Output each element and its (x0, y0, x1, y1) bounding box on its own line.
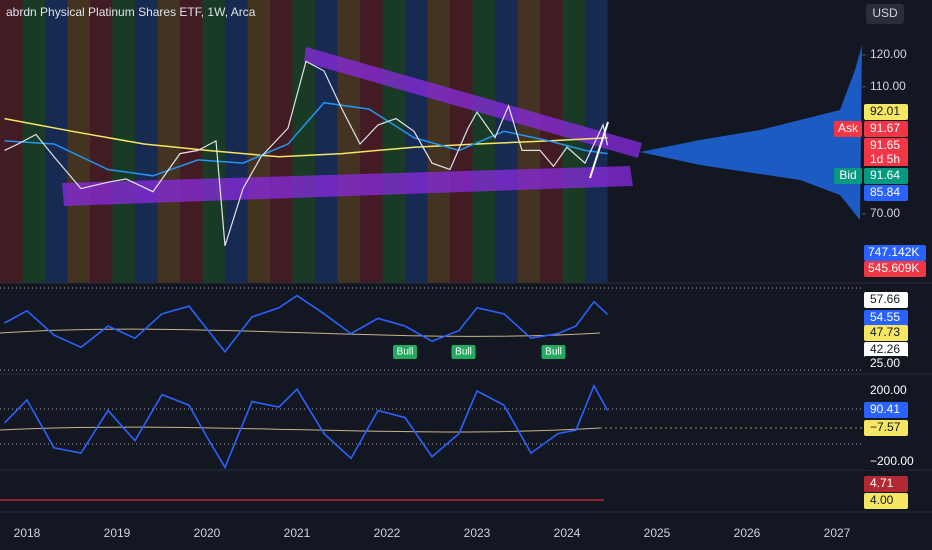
volume-tag (864, 261, 926, 277)
triangle-bottom (62, 166, 633, 206)
signal-tag (393, 345, 417, 359)
stripe (450, 0, 473, 283)
signal-tag (541, 345, 566, 359)
stripe (360, 0, 383, 283)
ma-short (4, 101, 608, 177)
stripe (112, 0, 135, 283)
value-tag-label: 4.00 (870, 493, 894, 507)
x-tick-label: 2024 (554, 526, 581, 540)
stripes (0, 0, 608, 283)
rsi-ma (0, 328, 601, 337)
value-tag (864, 342, 908, 358)
y-tick-label: 70.00 (870, 206, 900, 220)
x-tick-label: 2021 (284, 526, 311, 540)
volume-tag-label: 545.609K (868, 261, 919, 275)
price-tag-label: 91.65 (870, 138, 900, 152)
currency[interactable]: USD (872, 6, 898, 20)
currency-button[interactable] (866, 4, 904, 24)
y-tick-label: 110.00 (870, 79, 906, 93)
cci-ma (0, 426, 601, 433)
stripe (405, 0, 428, 283)
stripe (67, 0, 90, 283)
value-tag (864, 420, 908, 436)
price-tag (864, 104, 908, 120)
value-tag (864, 476, 908, 492)
value-tag-label: 42.26 (870, 342, 900, 356)
value-tag-label: 54.55 (870, 310, 900, 324)
signal-tag (451, 345, 476, 359)
value-tag (864, 292, 908, 308)
trend-line (589, 121, 609, 179)
stripe (135, 0, 158, 283)
x-tick-label: 2022 (374, 526, 401, 540)
price-tag-label: 85.84 (870, 185, 900, 199)
value-tag (864, 325, 908, 341)
stripe (90, 0, 113, 283)
value-tag-label: −200.00 (870, 454, 914, 468)
price-tag (864, 138, 908, 154)
signal-label: Bull (455, 347, 472, 358)
stripe (45, 0, 68, 283)
value-tag (864, 402, 908, 418)
volume-profile (640, 45, 862, 220)
x-tick-label: 2020 (194, 526, 221, 540)
stripe (157, 0, 180, 283)
stripe (315, 0, 338, 283)
stripe (225, 0, 248, 283)
x-tick-label: 2027 (824, 526, 851, 540)
value-tag-label: 57.66 (870, 292, 900, 306)
stripe (180, 0, 203, 283)
cci-line (3, 383, 609, 470)
countdown: 1d 5h (870, 152, 900, 166)
value-tag-label: 200.00 (870, 383, 907, 397)
x-tick-label: 2025 (644, 526, 671, 540)
stripe (495, 0, 518, 283)
stripe (472, 0, 495, 283)
value-tag (864, 454, 908, 470)
value-tag (864, 310, 908, 326)
value-tag (864, 356, 908, 372)
stripe (292, 0, 315, 283)
stripe (270, 0, 293, 283)
price-line (4, 60, 609, 246)
stripe (562, 0, 585, 283)
quote-tag (834, 168, 862, 184)
stripe (22, 0, 45, 283)
volume-tag-label: 747.142K (868, 245, 919, 259)
price-tag-label: 91.67 (870, 121, 900, 135)
price-tag (864, 121, 908, 137)
ma-long (4, 117, 608, 158)
value-tag-label: 25.00 (870, 356, 900, 370)
quote-tag-label: Bid (839, 168, 856, 182)
value-tag (864, 383, 908, 399)
rsi-line (4, 294, 609, 354)
value-tag (864, 493, 908, 509)
y-tick-label: 120.00 (870, 47, 907, 61)
title: abrdn Physical Platinum Shares ETF, 1W, … (6, 5, 256, 19)
price-tag (864, 168, 908, 184)
value-tag-label: 4.71 (870, 476, 894, 490)
value-tag-label: −7.57 (870, 420, 901, 434)
triangle-top (304, 47, 642, 158)
stripe (247, 0, 270, 283)
price-tag (864, 185, 908, 201)
signal-label: Bull (545, 347, 562, 358)
value-tag-label: 90.41 (870, 402, 900, 416)
stripe (337, 0, 360, 283)
x-tick-label: 2026 (734, 526, 761, 540)
x-tick-label: 2019 (104, 526, 131, 540)
quote-tag-label: Ask (838, 121, 859, 135)
price-tag-label: 91.64 (870, 168, 900, 182)
signal-label: Bull (397, 347, 414, 358)
volume-tag (864, 245, 926, 261)
stripe (382, 0, 405, 283)
countdown-bg (864, 152, 908, 166)
quote-tag (834, 121, 862, 137)
value-tag-label: 47.73 (870, 325, 900, 339)
x-tick-label: 2018 (14, 526, 41, 540)
price-tag-label: 92.01 (870, 104, 900, 118)
stripe (427, 0, 450, 283)
x-tick-label: 2023 (464, 526, 491, 540)
